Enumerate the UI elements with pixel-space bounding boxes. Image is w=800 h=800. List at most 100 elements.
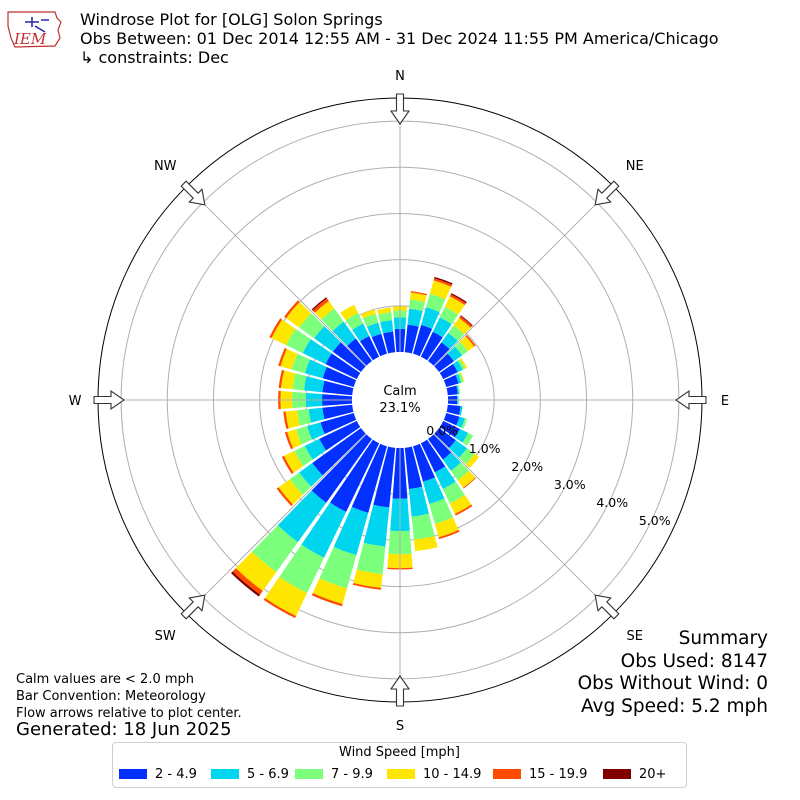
compass-arrow-sw-icon: [180, 594, 206, 620]
windrose-bar-segment: [286, 301, 312, 328]
windrose-bar-segment: [299, 313, 325, 339]
windrose-bar-segment: [449, 440, 468, 458]
windrose-bar-segment: [295, 426, 313, 445]
windrose-bars: [231, 276, 480, 619]
windrose-bar-segment: [429, 498, 454, 525]
legend-item: 15 - 19.9: [493, 767, 587, 782]
windrose-bar-segment: [283, 450, 304, 473]
avg-speed: Avg Speed: 5.2 mph: [580, 695, 768, 717]
windrose-bar-segment: [441, 332, 458, 350]
radial-tick-label: 5.0%: [639, 513, 671, 528]
windrose-bar-segment: [345, 313, 364, 330]
windrose-bar-segment: [434, 517, 459, 538]
windrose-bar-segment: [408, 486, 429, 517]
legend-swatch: [493, 769, 521, 779]
windrose-bar-segment: [271, 319, 296, 346]
windrose-bar-segment: [320, 412, 357, 435]
legend-label: 20+: [639, 767, 667, 782]
windrose-bar-segment: [449, 294, 467, 306]
legend-label: 2 - 4.9: [155, 767, 197, 782]
flow-note: Flow arrows relative to plot center.: [16, 706, 242, 721]
generated-date: Generated: 18 Jun 2025: [16, 719, 232, 740]
windrose-bar-segment: [432, 317, 452, 338]
windrose-bar-segment: [459, 406, 463, 416]
legend-item: 10 - 14.9: [387, 767, 481, 782]
windrose-bar-segment: [311, 297, 327, 311]
windrose-bar-segment: [322, 380, 354, 396]
title-block: Windrose Plot for [OLG] Solon Springs Ob…: [80, 10, 719, 67]
legend-title: Wind Speed [mph]: [339, 745, 460, 760]
legend-label: 15 - 19.9: [529, 767, 588, 782]
windrose-bar-segment: [278, 369, 285, 389]
windrose-bar-segment: [366, 322, 382, 338]
radial-tick-labels: 0.0% 1.0% 2.0% 3.0% 4.0% 5.0%: [426, 423, 670, 528]
windrose-bar-segment: [299, 463, 323, 487]
windrose-bar-segment: [453, 317, 471, 335]
windrose-bar-segment: [281, 370, 296, 390]
windrose-bar-segment: [251, 525, 298, 573]
windrose-bar-segment: [446, 404, 461, 416]
compass-label-e: E: [721, 394, 729, 409]
calm-note: Calm values are < 2.0 mph: [16, 672, 195, 687]
windrose-bar-segment: [378, 312, 393, 323]
windrose-bar-segment: [278, 479, 303, 505]
compass-arrow-nw-icon: [180, 180, 206, 206]
windrose-bar-segment: [383, 331, 396, 354]
windrose-bar-segment: [304, 438, 327, 460]
compass-label-nw: NW: [154, 159, 177, 174]
windrose-bar-segment: [459, 358, 467, 369]
windrose-bar-segment: [232, 568, 263, 595]
legend-swatch: [387, 769, 415, 779]
windrose-bar-segment: [465, 453, 480, 469]
windrose-bar-segment: [438, 530, 460, 540]
compass-label-ne: NE: [626, 159, 644, 174]
windrose-bar-segment: [442, 481, 465, 504]
windrose-bar-segment: [421, 307, 440, 329]
windrose-bar-segment: [410, 291, 428, 296]
windrose-bar-segment: [263, 597, 297, 619]
windrose-bar-segment: [434, 428, 456, 449]
windrose-bar-segment: [231, 571, 261, 597]
plot-subtitle-period: Obs Between: 01 Dec 2014 12:55 AM - 31 D…: [80, 29, 719, 48]
windrose-bar-segment: [420, 439, 446, 473]
windrose-bar-segment: [413, 536, 438, 552]
windrose-bar-segment: [332, 342, 366, 372]
direction-spoke: [186, 433, 367, 614]
compass-label-se: SE: [627, 629, 643, 644]
windrose-bar-segment: [291, 353, 310, 374]
windrose-bar-segment: [454, 341, 468, 356]
windrose-bar-segment: [404, 446, 423, 490]
windrose-bar-segment: [322, 404, 354, 420]
windrose-bar-segment: [409, 299, 425, 311]
windrose-bar-segment: [311, 434, 372, 503]
windrose-bar-segment: [433, 278, 453, 287]
windrose-bar-segment: [422, 477, 445, 505]
windrose-bar-segment: [285, 410, 300, 429]
calm-circle: [352, 352, 448, 448]
windrose-bar-segment: [363, 504, 390, 547]
legend-item: 7 - 9.9: [295, 767, 373, 782]
windrose-bar-segment: [443, 412, 460, 426]
direction-spoke: [186, 186, 367, 367]
windrose-bar-segment: [278, 347, 287, 367]
windrose-bar-segment: [284, 300, 300, 319]
windrose-bar-segment: [319, 420, 361, 451]
compass-label-sw: SW: [155, 629, 176, 644]
legend-item: 2 - 4.9: [119, 767, 197, 782]
windrose-bar-segment: [455, 373, 462, 384]
windrose-bar-segment: [459, 336, 475, 352]
windrose-bar-segment: [314, 326, 341, 352]
radial-tick-label: 2.0%: [511, 459, 543, 474]
windrose-bar-segment: [269, 318, 283, 339]
windrose-bar-segment: [412, 443, 435, 482]
windrose-bar-segment: [351, 443, 388, 513]
windrose-bar-segment: [292, 373, 307, 391]
windrose-bar-segment: [457, 385, 461, 395]
legend-label: 5 - 6.9: [247, 767, 289, 782]
iem-logo: IEM: [7, 11, 62, 48]
obs-without-wind: Obs Without Wind: 0: [577, 673, 768, 694]
windrose-bar-segment: [459, 448, 475, 465]
windrose-bar-segment: [235, 551, 277, 591]
windrose-bar-segment: [281, 455, 294, 474]
direction-spoke: [433, 433, 614, 614]
